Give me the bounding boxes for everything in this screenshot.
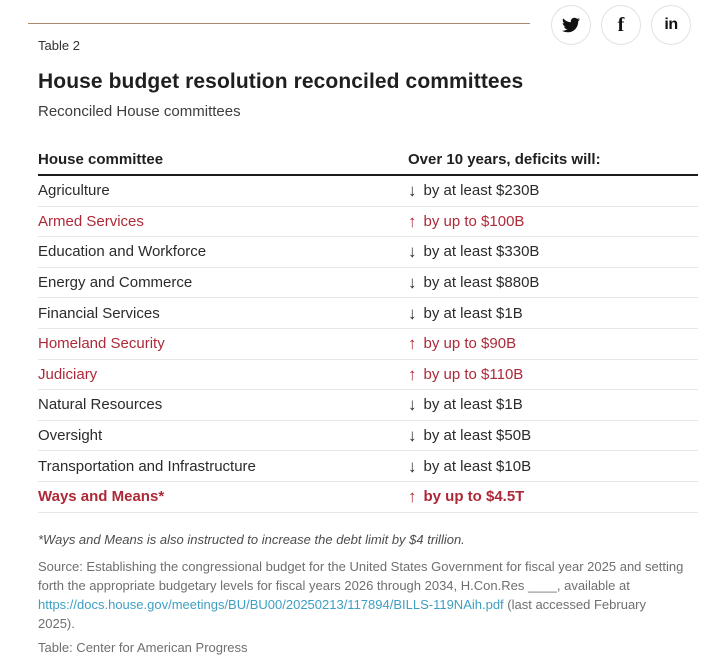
source-link[interactable]: https://docs.house.gov/meetings/BU/BU00/… bbox=[38, 596, 504, 612]
committee-name: Ways and Means* bbox=[38, 488, 165, 506]
committee-name: Oversight bbox=[38, 427, 103, 445]
table-row: Education and Workforce ↓ by at least $330… bbox=[38, 237, 698, 268]
deficit-cell: ↓ by at least $880B bbox=[408, 274, 698, 291]
deficit-text: by at least $330B bbox=[423, 243, 540, 261]
deficit-text: by at least $50B bbox=[423, 427, 532, 445]
deficit-cell: ↑ by up to $4.5T bbox=[408, 488, 698, 505]
source-text: Source: Establishing the congressional b… bbox=[38, 557, 686, 633]
deficit-text: by up to $90B bbox=[423, 335, 517, 353]
column-header-deficits: Over 10 years, deficits will: bbox=[408, 151, 601, 168]
deficit-text: by at least $1B bbox=[423, 396, 523, 414]
committee-name: Natural Resources bbox=[38, 396, 163, 414]
share-buttons: f in bbox=[551, 5, 691, 45]
arrow-down-icon: ↓ bbox=[408, 242, 417, 262]
committee-name: Armed Services bbox=[38, 212, 144, 230]
committee-name: Education and Workforce bbox=[38, 243, 207, 261]
source-prefix: Source: Establishing the congressional b… bbox=[38, 558, 684, 593]
committee-name: Agriculture bbox=[38, 182, 110, 200]
committee-name: Energy and Commerce bbox=[38, 274, 193, 292]
table-row: Natural Resources ↓ by at least $1B bbox=[38, 390, 698, 421]
twitter-share-button[interactable] bbox=[551, 5, 591, 45]
arrow-down-icon: ↓ bbox=[408, 456, 417, 476]
committee-name: Financial Services bbox=[38, 304, 160, 322]
table-row: Oversight ↓ by at least $50B bbox=[38, 421, 698, 452]
source-suffix: (last accessed February 2025). bbox=[38, 596, 647, 631]
page-title: House budget resolution reconciled commi… bbox=[38, 70, 524, 93]
deficit-cell: ↑ by up to $90B bbox=[408, 335, 698, 352]
deficit-cell: ↓ by at least $1B bbox=[408, 396, 698, 413]
deficit-text: by up to $110B bbox=[423, 365, 524, 383]
arrow-down-icon: ↓ bbox=[408, 426, 417, 446]
arrow-down-icon: ↓ bbox=[408, 303, 417, 323]
table-number-label: Table 2 bbox=[38, 38, 80, 53]
deficit-cell: ↓ by at least $230B bbox=[408, 182, 698, 199]
committee-name: Judiciary bbox=[38, 365, 98, 383]
committee-name: Homeland Security bbox=[38, 335, 165, 353]
committees-table: House committee Over 10 years, deficits … bbox=[38, 145, 698, 513]
arrow-down-icon: ↓ bbox=[408, 395, 417, 415]
deficit-cell: ↓ by at least $330B bbox=[408, 243, 698, 260]
column-header-committee: House committee bbox=[38, 151, 164, 168]
table-body: Agriculture ↓ by at least $230B Armed Servi… bbox=[38, 176, 698, 513]
deficit-cell: ↑ by up to $100B bbox=[408, 213, 698, 230]
table-row: Agriculture ↓ by at least $230B bbox=[38, 176, 698, 207]
arrow-up-icon: ↑ bbox=[408, 364, 417, 384]
table-header-row: House committee Over 10 years, deficits … bbox=[38, 145, 698, 176]
footnote-text: *Ways and Means is also instructed to in… bbox=[38, 531, 465, 547]
deficit-cell: ↑ by up to $110B bbox=[408, 366, 698, 383]
deficit-text: by up to $4.5T bbox=[423, 488, 525, 506]
table-row: Judiciary ↑ by up to $110B bbox=[38, 360, 698, 391]
table-row: Armed Services ↑ by up to $100B bbox=[38, 207, 698, 238]
table-credit: Table: Center for American Progress bbox=[38, 639, 248, 655]
arrow-down-icon: ↓ bbox=[408, 273, 417, 293]
facebook-share-button[interactable]: f bbox=[601, 5, 641, 45]
arrow-down-icon: ↓ bbox=[408, 181, 417, 201]
table-row: Homeland Security ↑ by up to $90B bbox=[38, 329, 698, 360]
table-row: Transportation and Infrastructure ↓ by at … bbox=[38, 451, 698, 482]
twitter-icon bbox=[562, 17, 580, 33]
table-row: Ways and Means* ↑ by up to $4.5T bbox=[38, 482, 698, 513]
deficit-cell: ↓ by at least $1B bbox=[408, 305, 698, 322]
committee-name: Transportation and Infrastructure bbox=[38, 457, 256, 475]
deficit-text: by at least $1B bbox=[423, 304, 523, 322]
top-divider-rule bbox=[28, 23, 530, 24]
arrow-up-icon: ↑ bbox=[408, 487, 417, 507]
deficit-text: by at least $230B bbox=[423, 182, 540, 200]
linkedin-icon: in bbox=[664, 16, 678, 33]
page-subtitle: Reconciled House committees bbox=[38, 103, 241, 120]
deficit-text: by at least $10B bbox=[423, 457, 532, 475]
table-row: Financial Services ↓ by at least $1B bbox=[38, 298, 698, 329]
arrow-up-icon: ↑ bbox=[408, 334, 417, 354]
linkedin-share-button[interactable]: in bbox=[651, 5, 691, 45]
deficit-text: by up to $100B bbox=[423, 212, 525, 230]
arrow-up-icon: ↑ bbox=[408, 211, 417, 231]
table-row: Energy and Commerce ↓ by at least $880B bbox=[38, 268, 698, 299]
deficit-text: by at least $880B bbox=[423, 274, 540, 292]
deficit-cell: ↓ by at least $10B bbox=[408, 458, 698, 475]
facebook-icon: f bbox=[617, 14, 625, 36]
deficit-cell: ↓ by at least $50B bbox=[408, 427, 698, 444]
